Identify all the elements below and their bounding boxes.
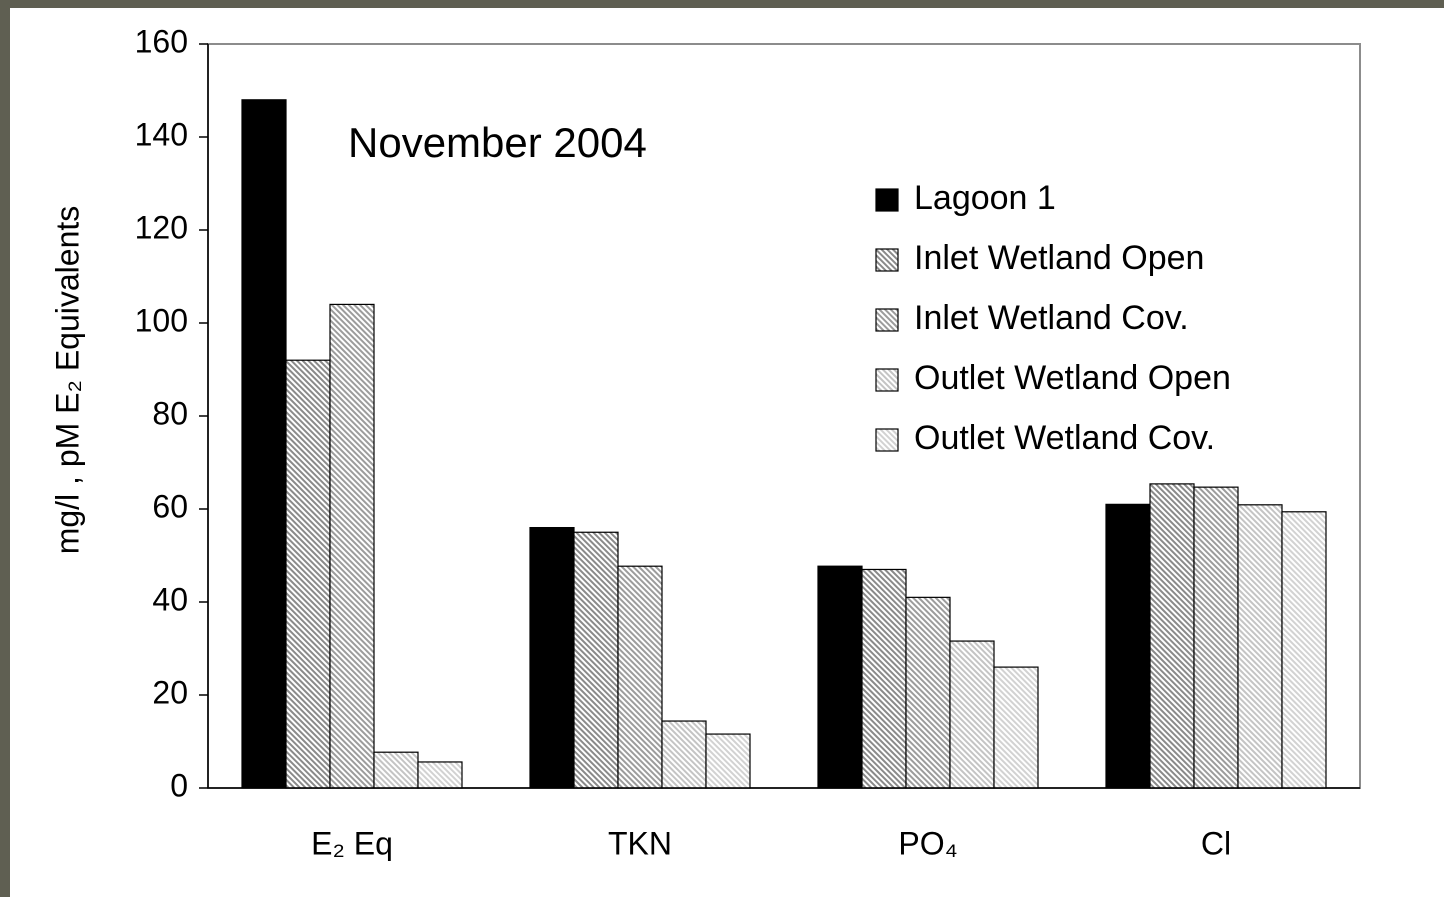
bar [817,565,863,789]
bar [529,526,575,789]
chart-title: November 2004 [348,119,647,166]
bar [661,720,707,789]
y-axis-label: mg/l , pM E₂ Equivalents [49,206,85,555]
legend-label: Lagoon 1 [914,179,1056,217]
y-tick-label: 60 [152,488,188,524]
bar [1193,486,1239,789]
bar [1237,504,1283,789]
bar [285,359,331,789]
bar [617,565,663,789]
bar [573,531,619,789]
bar [417,761,463,789]
x-tick-label: Cl [1201,825,1231,861]
y-tick-label: 40 [152,581,188,617]
legend-marker [875,368,899,392]
legend-label: Inlet Wetland Cov. [914,299,1189,337]
y-tick-label: 20 [152,674,188,710]
bar [861,568,907,789]
bar [993,666,1039,789]
x-tick-label: TKN [608,825,672,861]
legend-marker [875,248,899,272]
y-tick-label: 160 [135,23,188,59]
bar [949,640,995,789]
y-tick-label: 0 [170,767,188,803]
bar [1281,511,1327,789]
legend-label: Inlet Wetland Open [914,239,1204,277]
y-tick-label: 100 [135,302,188,338]
legend-label: Outlet Wetland Open [914,359,1231,397]
legend-marker [875,308,899,332]
bar [1105,503,1151,789]
x-tick-label: PO₄ [898,825,957,861]
bar [329,303,375,789]
bar [705,733,751,789]
legend-label: Outlet Wetland Cov. [914,419,1215,457]
y-tick-label: 140 [135,116,188,152]
legend-marker [875,188,899,212]
x-tick-label: E₂ Eq [311,825,393,861]
bar [905,596,951,789]
y-tick-label: 120 [135,209,188,245]
bar [373,751,419,789]
y-tick-label: 80 [152,395,188,431]
legend-marker [875,428,899,452]
bar [1149,483,1195,789]
bar [241,99,287,789]
